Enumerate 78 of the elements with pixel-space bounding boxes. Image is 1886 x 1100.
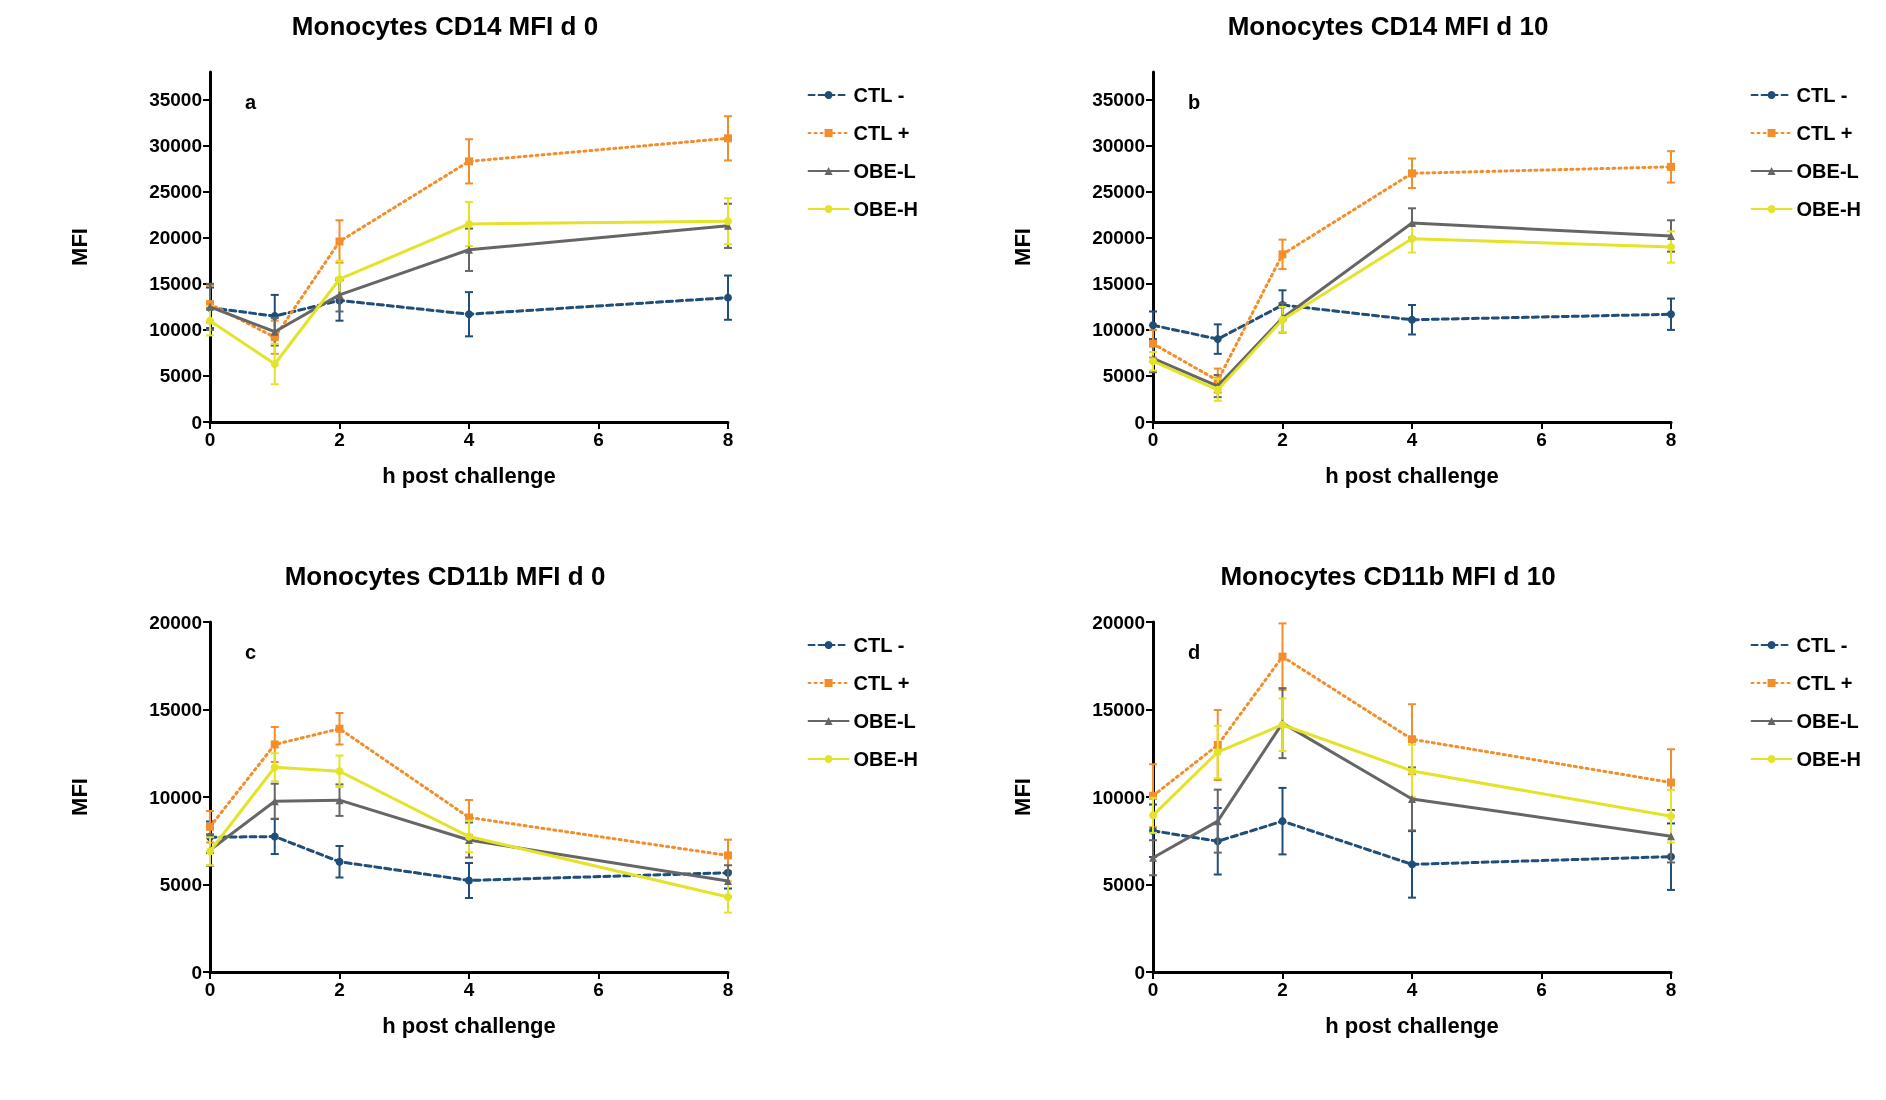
x-tick-label: 8 <box>1665 429 1677 450</box>
legend-label: CTL + <box>1796 122 1853 144</box>
legend-label: OBE-L <box>1796 160 1859 182</box>
legend-label: OBE-H <box>1796 748 1862 770</box>
x-tick-label: 8 <box>722 979 734 1000</box>
x-tick-label: 4 <box>1406 979 1418 1000</box>
y-tick-label: 30000 <box>1092 135 1145 157</box>
legend-label: OBE-L <box>853 160 916 182</box>
x-tick-label: 2 <box>1277 979 1288 1000</box>
y-tick-label: 10000 <box>149 786 202 808</box>
y-axis-title: MFI <box>66 778 92 816</box>
legend-label: CTL - <box>853 634 905 656</box>
x-axis-title: h post challenge <box>1325 1012 1499 1038</box>
y-tick-label: 0 <box>191 411 202 433</box>
y-tick-label: 10000 <box>1092 319 1145 341</box>
chart-title: Monocytes CD14 MFI d 10 <box>1227 11 1549 41</box>
y-tick-label: 5000 <box>159 874 202 895</box>
x-tick-label: 4 <box>463 429 475 450</box>
annotation: b <box>1188 91 1201 113</box>
x-tick-label: 0 <box>204 429 216 450</box>
y-tick-label: 15000 <box>1092 273 1145 295</box>
legend-label: CTL - <box>853 84 905 106</box>
y-tick-label: 0 <box>191 961 202 983</box>
y-tick-label: 25000 <box>1092 181 1145 203</box>
legend-label: CTL - <box>1796 634 1848 656</box>
chart-title: Monocytes CD11b MFI d 10 <box>1220 561 1556 591</box>
x-tick-label: 0 <box>204 979 216 1000</box>
x-tick-label: 6 <box>593 429 604 450</box>
legend-label: CTL + <box>1796 672 1853 694</box>
y-tick-label: 20000 <box>1092 611 1145 633</box>
legend-label: OBE-H <box>853 198 919 220</box>
y-tick-label: 30000 <box>149 135 202 157</box>
x-tick-label: 4 <box>1406 429 1418 450</box>
annotation: a <box>245 91 257 113</box>
x-tick-label: 2 <box>1277 429 1288 450</box>
y-axis-title: MFI <box>66 228 92 266</box>
y-tick-label: 10000 <box>149 319 202 341</box>
x-tick-label: 2 <box>334 429 345 450</box>
chart-title: Monocytes CD11b MFI d 0 <box>284 561 606 591</box>
y-tick-label: 20000 <box>149 611 202 633</box>
x-axis-title: h post challenge <box>382 1012 556 1038</box>
y-tick-label: 5000 <box>159 365 202 387</box>
legend-label: CTL - <box>1796 84 1848 106</box>
annotation: c <box>245 641 257 663</box>
legend-label: OBE-H <box>1796 198 1862 220</box>
y-tick-label: 0 <box>1134 961 1145 983</box>
x-tick-label: 0 <box>1147 429 1159 450</box>
legend-label: OBE-L <box>853 710 916 732</box>
x-axis-title: h post challenge <box>382 462 556 488</box>
legend-label: CTL + <box>853 672 910 694</box>
legend-label: OBE-L <box>1796 710 1859 732</box>
legend-label: OBE-H <box>853 748 919 770</box>
y-tick-label: 15000 <box>149 699 202 720</box>
annotation: d <box>1188 641 1201 663</box>
x-tick-label: 8 <box>1665 979 1677 1000</box>
y-tick-label: 25000 <box>149 181 202 203</box>
y-tick-label: 20000 <box>149 227 202 249</box>
y-tick-label: 0 <box>1134 411 1145 433</box>
x-axis-title: h post challenge <box>1325 462 1499 488</box>
x-tick-label: 0 <box>1147 979 1159 1000</box>
x-tick-label: 6 <box>1536 429 1547 450</box>
y-tick-label: 5000 <box>1102 874 1145 895</box>
y-tick-label: 20000 <box>1092 227 1145 249</box>
x-tick-label: 4 <box>463 979 475 1000</box>
y-tick-label: 10000 <box>1092 786 1145 808</box>
y-axis-title: MFI <box>1009 778 1035 816</box>
x-tick-label: 6 <box>1536 979 1547 1000</box>
y-tick-label: 15000 <box>149 273 202 295</box>
chart-title: Monocytes CD14 MFI d 0 <box>291 11 599 41</box>
x-tick-label: 2 <box>334 979 345 1000</box>
y-tick-label: 5000 <box>1102 365 1145 387</box>
y-tick-label: 35000 <box>149 89 202 111</box>
y-tick-label: 35000 <box>1092 89 1145 111</box>
x-tick-label: 6 <box>593 979 604 1000</box>
legend-label: CTL + <box>853 122 910 144</box>
x-tick-label: 8 <box>722 429 734 450</box>
y-axis-title: MFI <box>1009 228 1035 266</box>
y-tick-label: 15000 <box>1092 699 1145 720</box>
